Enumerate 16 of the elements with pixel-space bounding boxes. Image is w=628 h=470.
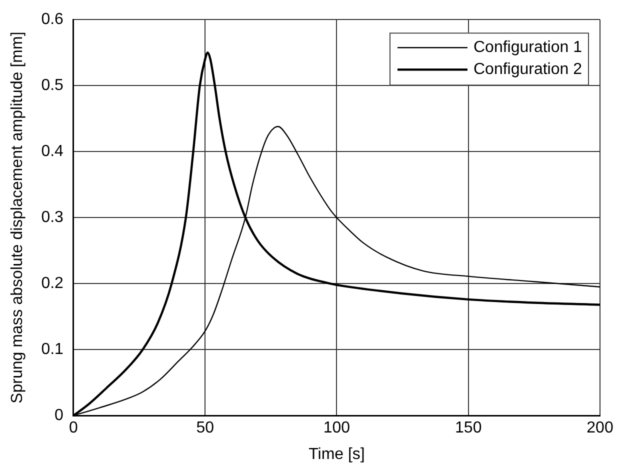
x-tick-label: 0: [68, 420, 78, 437]
x-axis-title: Time [s]: [308, 446, 365, 463]
legend-label: Configuration 2: [473, 61, 582, 78]
x-tick-label: 150: [455, 420, 482, 437]
y-axis-title: Sprung mass absolute displacement amplitude [mm]: [9, 32, 26, 404]
y-tick-label: 0.6: [41, 11, 64, 28]
y-tick-label: 0.1: [41, 341, 64, 358]
x-tick-label: 200: [586, 420, 614, 437]
legend-label: Configuration 1: [473, 39, 582, 56]
y-tick-label: 0.2: [41, 275, 64, 292]
y-tick-label: 0.4: [41, 143, 64, 160]
x-tick-label: 50: [196, 420, 214, 437]
y-tick-label: 0.3: [41, 209, 64, 226]
y-tick-label: 0.5: [41, 77, 64, 94]
y-tick-label: 0: [54, 407, 64, 424]
x-tick-label: 100: [323, 420, 350, 437]
